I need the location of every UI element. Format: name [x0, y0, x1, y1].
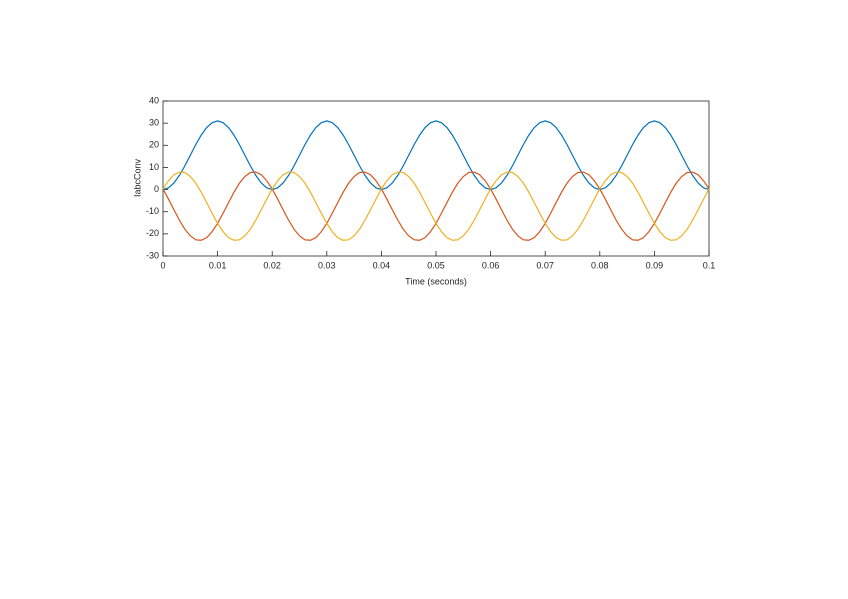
- series-line: [162, 171, 710, 241]
- plot-frame: [162, 100, 710, 257]
- y-tick-label: 30: [149, 118, 159, 128]
- y-tick-label: -10: [146, 206, 159, 216]
- x-tick-label: 0.02: [263, 260, 281, 270]
- x-tick-label: 0.09: [646, 260, 664, 270]
- x-tick-label: 0.07: [536, 260, 554, 270]
- x-tick-label: 0.03: [318, 260, 336, 270]
- y-tick-label: 10: [149, 162, 159, 172]
- x-tick-label: 0.1: [703, 260, 716, 270]
- x-tick-label: 0.08: [591, 260, 609, 270]
- x-tick-label: 0.06: [482, 260, 500, 270]
- y-tick-label: 40: [149, 95, 159, 105]
- x-axis-label: Time (seconds): [405, 276, 467, 286]
- x-tick-label: 0: [160, 260, 165, 270]
- x-tick-label: 0.04: [373, 260, 391, 270]
- x-tick-label: 0.05: [427, 260, 445, 270]
- y-tick-label: 20: [149, 140, 159, 150]
- y-tick-label: 0: [154, 184, 159, 194]
- x-tick-label: 0.01: [209, 260, 227, 270]
- y-tick-label: -20: [146, 228, 159, 238]
- y-axis-label: IabcConv: [132, 158, 142, 197]
- y-tick-label: -30: [146, 250, 159, 260]
